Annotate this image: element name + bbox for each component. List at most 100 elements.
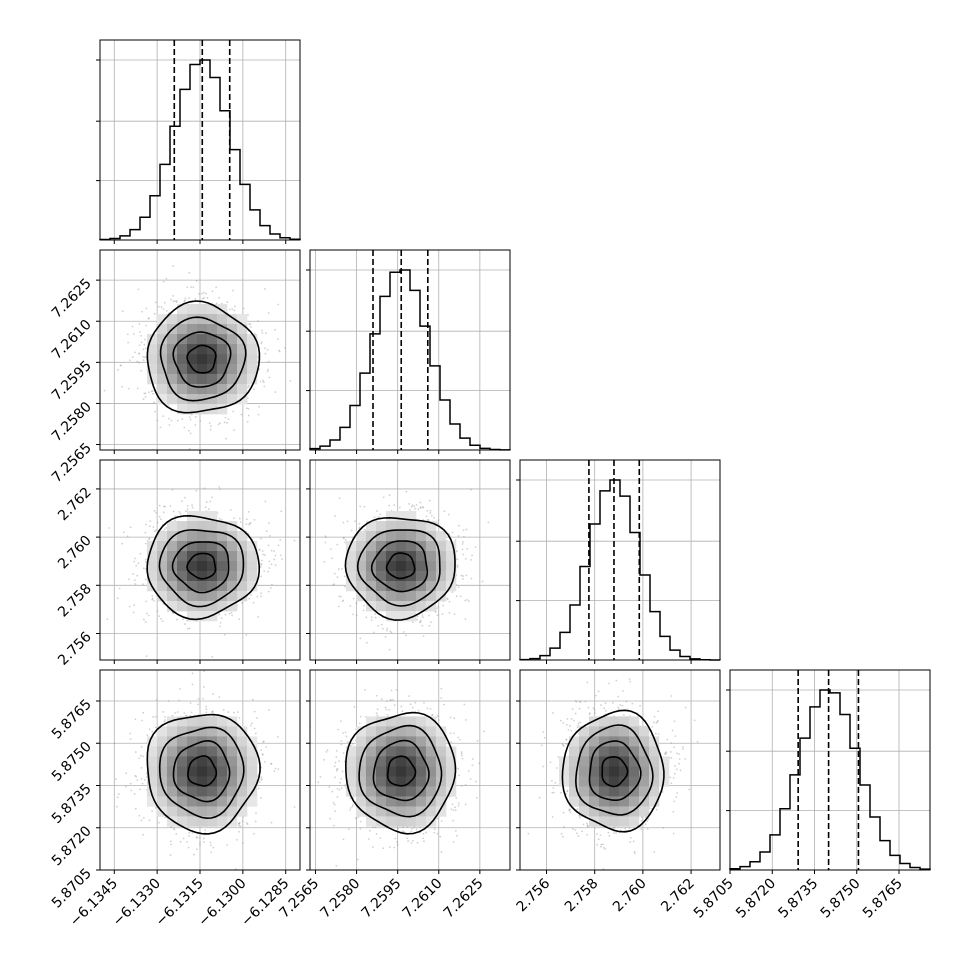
scatter-point [419, 621, 422, 623]
density-cell [445, 766, 457, 777]
scatter-point [227, 711, 230, 713]
scatter-point [375, 694, 378, 697]
scatter-point [397, 827, 400, 830]
scatter-point [175, 300, 178, 302]
density-cell [187, 354, 198, 365]
scatter-point [455, 595, 458, 598]
scatter-point [422, 837, 424, 840]
density-cell [445, 571, 457, 582]
scatter-point [183, 496, 186, 499]
density-cell [227, 806, 238, 817]
density-cell [385, 766, 397, 777]
scatter-point [571, 708, 574, 710]
scatter-point [203, 487, 206, 490]
scatter-point [656, 720, 659, 723]
scatter-point [673, 746, 676, 749]
density-cell [435, 561, 447, 572]
scatter-point [219, 422, 221, 425]
scatter-point [436, 817, 439, 820]
scatter-point [170, 843, 173, 846]
scatter-point [262, 740, 265, 743]
scatter-point [433, 516, 435, 519]
density-cell [435, 786, 447, 797]
scatter-point [136, 779, 139, 782]
density-cell [187, 816, 198, 827]
scatter-point [113, 742, 116, 745]
scatter-point [336, 787, 339, 790]
panel-frame [309, 459, 511, 661]
contour-line [344, 711, 457, 835]
scatter-point [133, 604, 135, 606]
scatter-point [129, 782, 132, 785]
density-cell [345, 756, 357, 767]
scatter-point [155, 511, 158, 514]
scatter-point [608, 682, 610, 685]
scatter-point [460, 574, 463, 577]
scatter-point [585, 822, 588, 825]
density-cell [237, 354, 248, 365]
contour-line [186, 344, 217, 374]
scatter-point [242, 842, 244, 845]
density-cell [237, 726, 248, 737]
scatter-point [185, 714, 188, 717]
scatter-point [341, 600, 344, 603]
density-cell [395, 551, 407, 562]
density-cell [187, 324, 198, 335]
density-cell [167, 344, 178, 355]
scatter-point [396, 843, 399, 846]
density-cell [247, 364, 258, 375]
scatter-point [264, 500, 267, 503]
density-cell [207, 384, 218, 395]
density-cell [157, 531, 168, 542]
scatter-point [197, 703, 200, 706]
scatter-point [592, 707, 595, 710]
scatter-point [678, 762, 681, 765]
density-cell [415, 776, 427, 787]
density-cell [187, 561, 198, 572]
scatter-point [452, 819, 455, 822]
scatter-point [345, 735, 348, 738]
scatter-point [261, 550, 264, 552]
scatter-point [126, 535, 129, 538]
scatter-point [134, 807, 137, 810]
histogram-step [309, 269, 511, 451]
scatter-point [679, 769, 682, 772]
density-cell [395, 561, 407, 572]
panel-frame [309, 669, 511, 871]
density-cell [217, 776, 228, 787]
scatter-point [215, 302, 218, 305]
scatter-point [460, 751, 463, 753]
scatter-point [157, 305, 160, 308]
scatter-panel-3-0 [99, 669, 301, 871]
scatter-point [182, 618, 185, 621]
density-cell [375, 776, 387, 787]
density-cell [217, 551, 228, 562]
density-cell [167, 521, 178, 532]
scatter-point [450, 808, 453, 811]
scatter-point [278, 349, 280, 352]
density-cell [355, 541, 367, 552]
scatter-point [441, 613, 444, 616]
scatter-point [334, 761, 337, 764]
scatter-point [597, 838, 600, 841]
density-cell [157, 796, 168, 807]
density-cell [197, 611, 208, 622]
scatter-point [277, 735, 279, 738]
scatter-point [451, 591, 454, 594]
scatter-point [401, 710, 404, 712]
scatter-point [249, 323, 252, 326]
density-cell [385, 561, 397, 572]
scatter-point [134, 751, 137, 753]
scatter-point [557, 756, 560, 759]
density-cell [355, 796, 367, 807]
scatter-point [183, 712, 186, 715]
density-cell [157, 541, 168, 552]
scatter-point [370, 619, 373, 622]
contour-line [370, 540, 429, 593]
density-cell [157, 766, 168, 777]
density-cell [207, 601, 218, 612]
scatter-point [238, 822, 241, 825]
scatter-point [338, 788, 341, 791]
scatter-point [456, 558, 459, 561]
scatter-point [340, 777, 342, 780]
